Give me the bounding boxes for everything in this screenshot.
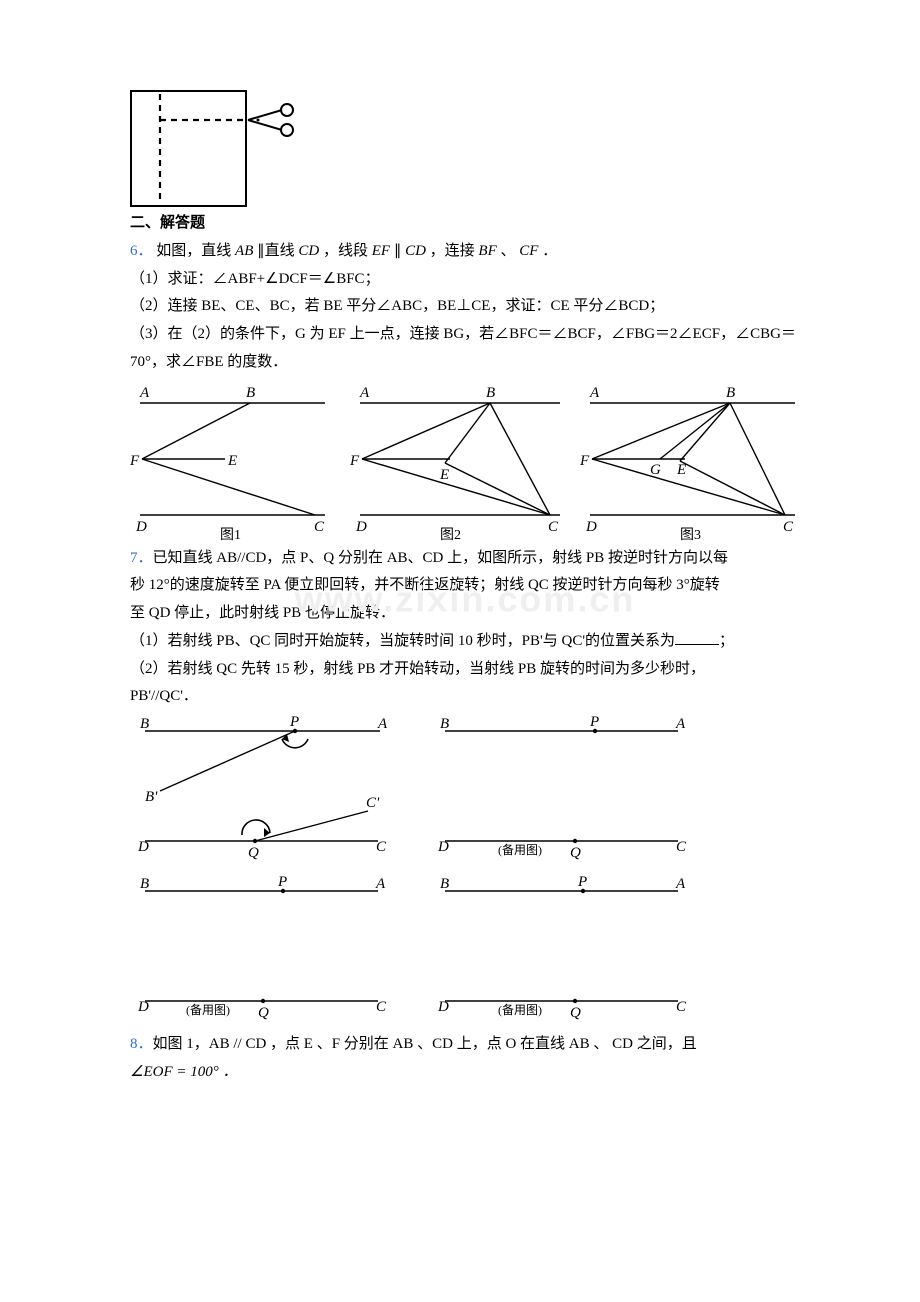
q7-figures: B A P B' D C Q [130,711,800,1031]
svg-text:F: F [130,453,140,469]
svg-text:Q: Q [258,1005,269,1021]
svg-text:A: A [139,385,150,401]
q6-number: 6． [130,243,153,259]
q8-line2: ∠EOF = 100° ． [130,1059,800,1087]
svg-text:A: A [359,385,370,401]
svg-text:P: P [277,874,287,890]
q8-line1: 8．如图 1，AB // CD ，点 E 、F 分别在 AB 、CD 上，点 O… [130,1031,800,1059]
q6-intro: 6． 如图，直线 AB ∥直线 CD ，线段 EF ∥ CD ，连接 BF 、 … [130,238,800,266]
svg-text:图2: 图2 [440,528,461,541]
svg-text:Q: Q [570,1005,581,1021]
svg-text:C': C' [366,795,380,811]
svg-text:C: C [676,999,687,1015]
q6-part1: （1）求证：∠ABF+∠DCF＝∠BFC； [130,266,800,294]
svg-text:C: C [376,999,387,1015]
svg-text:A: A [675,716,686,732]
svg-text:D: D [137,839,149,855]
q7-line1: 7．已知直线 AB//CD，点 P、Q 分别在 AB、CD 上，如图所示，射线 … [130,545,800,573]
svg-text:B: B [140,876,149,892]
svg-text:B: B [246,385,255,401]
svg-text:Q: Q [570,845,581,861]
svg-text:D: D [437,839,449,855]
svg-text:B: B [440,716,449,732]
q7-part2-l1: （2）若射线 QC 先转 15 秒，射线 PB 才开始转动，当射线 PB 旋转的… [130,656,800,684]
svg-text:F: F [580,453,590,469]
svg-text:图1: 图1 [220,528,241,541]
q6-figures: A B F E D C 图1 [130,381,800,541]
svg-text:C: C [676,839,687,855]
svg-text:B': B' [145,789,158,805]
svg-text:D: D [585,519,597,535]
svg-text:D: D [437,999,449,1015]
svg-text:B: B [726,385,735,401]
q7-part1: （1）若射线 PB、QC 同时开始旋转，当旋转时间 10 秒时，PB'与 QC'… [130,628,800,656]
q7-line2: 秒 12°的速度旋转至 PA 便立即回转，并不断往返旋转；射线 QC 按逆时针方… [130,572,800,600]
q6-part3: （3）在（2）的条件下，G 为 EF 上一点，连接 BG，若∠BFC＝∠BCF，… [130,321,800,377]
svg-text:P: P [577,874,587,890]
svg-text:B: B [440,876,449,892]
svg-text:P: P [589,714,599,730]
svg-text:B: B [486,385,495,401]
scissors-figure [130,90,800,208]
blank-field [675,630,719,645]
q8-number: 8． [130,1036,153,1052]
q8: 8．如图 1，AB // CD ，点 E 、F 分别在 AB 、CD 上，点 O… [130,1031,800,1087]
section-2-heading: 二、解答题 [130,210,800,238]
q7-line3: 至 QD 停止，此时射线 PB 也停止旋转． [130,600,800,628]
svg-text:Q: Q [248,845,259,861]
svg-text:A: A [589,385,600,401]
svg-text:A: A [377,716,388,732]
q7: 7．已知直线 AB//CD，点 P、Q 分别在 AB、CD 上，如图所示，射线 … [130,545,800,1032]
svg-text:(备用图): (备用图) [498,1003,542,1017]
svg-text:A: A [675,876,686,892]
q6-fig3: A B F G E D C 图3 [580,381,805,541]
svg-text:E: E [439,467,449,483]
svg-text:F: F [350,453,360,469]
q7-number: 7． [130,550,153,566]
q6: 6． 如图，直线 AB ∥直线 CD ，线段 EF ∥ CD ，连接 BF 、 … [130,238,800,541]
svg-text:(备用图): (备用图) [186,1003,230,1017]
svg-text:C: C [376,839,387,855]
svg-text:C: C [314,519,325,535]
q6-part2: （2）连接 BE、CE、BC，若 BE 平分∠ABC，BE⊥CE，求证：CE 平… [130,293,800,321]
svg-text:G: G [650,462,661,478]
svg-text:C: C [783,519,794,535]
q7-part2-l2: PB'//QC'． [130,683,800,711]
svg-text:A: A [375,876,386,892]
q6-fig2: A B F E D C 图2 [350,381,570,541]
svg-text:E: E [227,453,237,469]
svg-text:D: D [355,519,367,535]
svg-text:E: E [676,462,686,478]
svg-text:图3: 图3 [680,528,701,541]
svg-text:D: D [135,519,147,535]
svg-text:D: D [137,999,149,1015]
svg-text:C: C [548,519,559,535]
q6-fig1: A B F E D C 图1 [130,381,340,541]
svg-text:B: B [140,716,149,732]
svg-text:P: P [289,714,299,730]
svg-text:(备用图): (备用图) [498,843,542,857]
